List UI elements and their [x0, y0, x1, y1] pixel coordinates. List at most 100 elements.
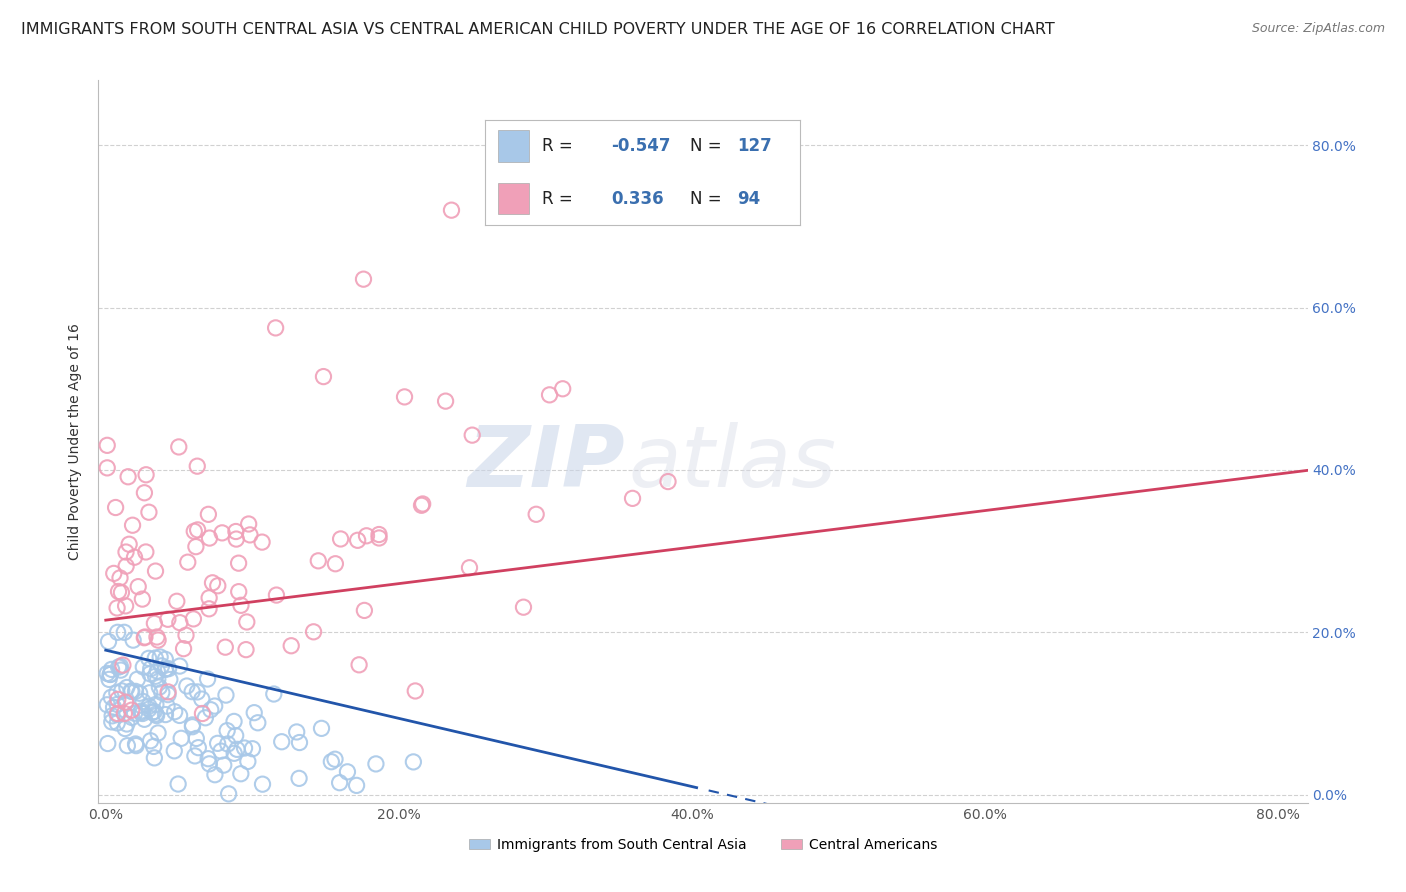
- Point: [225, 524, 247, 539]
- Point: [121, 710, 143, 724]
- Point: [121, 703, 143, 717]
- Point: [177, 555, 200, 569]
- Point: [145, 707, 167, 722]
- Point: [97, 634, 120, 648]
- Point: [364, 756, 387, 771]
- Point: [225, 729, 247, 743]
- Point: [146, 630, 169, 644]
- Point: [134, 630, 156, 644]
- Point: [150, 685, 173, 699]
- Text: Source: ZipAtlas.com: Source: ZipAtlas.com: [1251, 22, 1385, 36]
- Point: [105, 601, 128, 615]
- Point: [264, 321, 287, 335]
- Point: [169, 615, 191, 630]
- Point: [114, 599, 136, 613]
- Point: [270, 735, 292, 749]
- Point: [121, 684, 143, 698]
- Point: [394, 390, 416, 404]
- Point: [263, 687, 285, 701]
- Point: [135, 545, 157, 559]
- Point: [124, 550, 146, 565]
- Point: [103, 700, 125, 714]
- Point: [312, 369, 335, 384]
- Point: [229, 599, 252, 613]
- Point: [402, 755, 425, 769]
- Point: [139, 662, 162, 676]
- Point: [107, 625, 129, 640]
- Point: [150, 658, 173, 673]
- Point: [242, 741, 264, 756]
- Point: [329, 775, 352, 789]
- Point: [458, 560, 481, 574]
- Point: [124, 737, 146, 751]
- Point: [105, 707, 128, 722]
- Point: [155, 652, 177, 666]
- Point: [657, 475, 679, 489]
- Point: [288, 772, 311, 786]
- Point: [124, 706, 146, 721]
- Point: [201, 575, 224, 590]
- Point: [194, 711, 217, 725]
- Point: [100, 662, 122, 676]
- Point: [228, 556, 250, 570]
- Point: [139, 666, 162, 681]
- Point: [98, 667, 121, 681]
- Point: [120, 684, 142, 698]
- Point: [169, 659, 191, 673]
- Point: [347, 657, 370, 672]
- Point: [157, 662, 180, 676]
- Point: [311, 722, 333, 736]
- Point: [138, 699, 160, 714]
- Point: [368, 527, 391, 541]
- Point: [186, 731, 208, 746]
- Point: [110, 663, 132, 677]
- Point: [155, 662, 177, 676]
- Point: [112, 706, 135, 721]
- Point: [131, 706, 153, 721]
- Point: [346, 533, 368, 548]
- Point: [228, 584, 250, 599]
- Point: [173, 641, 195, 656]
- Point: [114, 722, 136, 736]
- Point: [169, 708, 191, 723]
- Point: [157, 688, 180, 702]
- Point: [146, 672, 169, 686]
- Point: [181, 718, 204, 732]
- Point: [197, 752, 219, 766]
- Point: [236, 615, 259, 629]
- Point: [212, 758, 235, 772]
- Point: [538, 388, 561, 402]
- Point: [186, 685, 208, 699]
- Point: [134, 485, 156, 500]
- Point: [96, 698, 118, 712]
- Point: [211, 525, 233, 540]
- Point: [115, 681, 138, 695]
- Point: [115, 717, 138, 731]
- Point: [307, 554, 329, 568]
- Point: [124, 684, 146, 698]
- Point: [98, 667, 121, 681]
- Point: [148, 680, 170, 694]
- Point: [96, 438, 118, 452]
- Point: [187, 740, 209, 755]
- Point: [143, 751, 166, 765]
- Point: [204, 768, 226, 782]
- Point: [96, 666, 118, 681]
- Point: [146, 633, 169, 648]
- Point: [167, 777, 190, 791]
- Point: [134, 712, 156, 726]
- Point: [243, 706, 266, 720]
- Point: [461, 428, 484, 442]
- Point: [225, 532, 247, 546]
- Point: [187, 523, 209, 537]
- Point: [198, 531, 221, 545]
- Point: [107, 660, 129, 674]
- Point: [266, 588, 288, 602]
- Point: [149, 650, 172, 665]
- Point: [100, 690, 122, 705]
- Point: [346, 778, 368, 792]
- Point: [118, 537, 141, 551]
- Point: [551, 382, 574, 396]
- Point: [198, 602, 221, 616]
- Point: [156, 699, 179, 714]
